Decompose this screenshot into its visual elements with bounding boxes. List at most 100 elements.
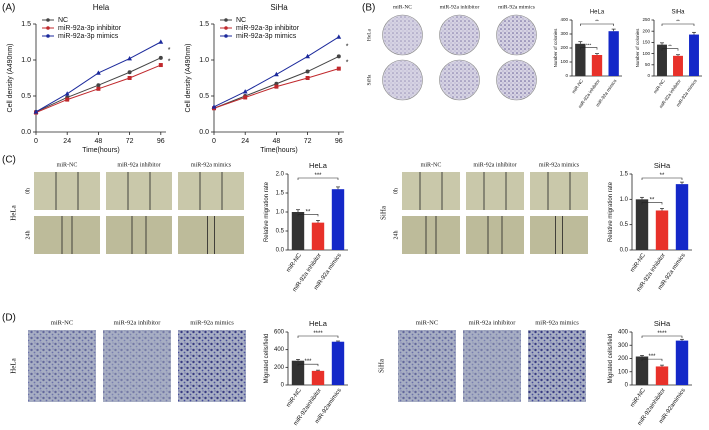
significance-bracket: [661, 48, 679, 51]
colony-texture: [497, 61, 536, 99]
panel-label: (C): [2, 155, 16, 166]
cell-line-label: SiHa: [378, 358, 386, 373]
y-tick-label: 400: [560, 17, 568, 22]
scratch-image: [106, 172, 172, 210]
significance: **: [676, 19, 680, 24]
chart-title: HeLa: [590, 10, 605, 16]
marker: [96, 83, 101, 88]
scratch-image: [402, 172, 460, 210]
legend-label: miR-92a-3p inhibitor: [236, 25, 300, 32]
significance: ***: [314, 173, 322, 179]
y-axis-label: Number of colonies: [635, 28, 640, 68]
column-header: miR-92a inhibitor: [440, 4, 480, 10]
y-tick-label: 100: [618, 369, 629, 375]
y-tick-label: 400: [618, 330, 629, 336]
y-tick-label: 200: [642, 28, 650, 33]
significance-bracket: [580, 47, 598, 50]
chart-title: HeLa: [309, 161, 328, 170]
legend-marker: [46, 26, 50, 30]
significance: **: [650, 198, 655, 204]
y-tick-label: 400: [274, 347, 285, 353]
panel-label: (B): [362, 3, 375, 14]
legend-label: NC: [58, 17, 68, 24]
colony-texture: [383, 61, 422, 99]
column-header: miR-92a mimics: [539, 162, 580, 168]
y-tick-label: 1.0: [199, 57, 209, 64]
panel-label: (D): [2, 313, 16, 324]
marker: [305, 53, 310, 59]
x-tick-label: 72: [126, 138, 134, 145]
y-tick-label: 300: [618, 343, 629, 349]
y-tick-label: 200: [274, 365, 285, 371]
y-tick-label: 0.0: [199, 129, 209, 136]
column-header: miR-NC: [393, 4, 412, 10]
bar: [575, 43, 586, 76]
scratch-image: [178, 172, 244, 210]
column-header: miR-92a mimics: [498, 4, 535, 10]
bar: [591, 55, 603, 76]
significance: **: [306, 209, 311, 215]
legend-marker: [224, 26, 228, 30]
column-header: miR-NC: [421, 162, 442, 168]
y-tick-label: 600: [274, 330, 285, 336]
y-axis-label: Relative migration rate: [264, 181, 270, 242]
y-tick-label: 1.5: [199, 21, 209, 28]
significance: ***: [586, 42, 592, 47]
cell-line-label: HeLa: [10, 357, 18, 373]
y-tick-label: 1.5: [620, 172, 629, 178]
panel-label: (A): [2, 3, 15, 14]
scratch-image: [402, 216, 460, 254]
bar: [635, 356, 649, 385]
x-tick-label: miR-NC: [630, 387, 648, 408]
y-tick-label: 1.0: [21, 57, 31, 64]
bar: [311, 222, 325, 250]
significance: *: [346, 59, 349, 66]
y-tick-label: 200: [560, 45, 568, 50]
significance-bracket: [580, 23, 614, 26]
scratch-image: [34, 172, 100, 210]
chart-title: Hela: [93, 3, 110, 12]
y-tick-label: 50: [645, 62, 651, 67]
significance: *: [346, 44, 349, 51]
bar: [655, 210, 669, 250]
x-tick-label: 48: [273, 138, 281, 145]
row-label: 24h: [25, 231, 31, 240]
bar: [689, 34, 699, 76]
x-axis-label: Time(hours): [260, 147, 297, 154]
y-tick-label: 0: [281, 383, 285, 389]
cell-line-label: HeLa: [10, 204, 18, 220]
column-header: miR-92a mimics: [190, 319, 234, 326]
scratch-image: [530, 216, 588, 254]
legend-marker: [46, 18, 50, 22]
column-header: miR-NC: [57, 162, 78, 168]
y-tick-label: 250: [642, 17, 650, 22]
significance-bracket: [297, 177, 339, 180]
x-tick-label: 72: [304, 138, 312, 145]
marker: [336, 54, 341, 59]
legend-marker: [224, 18, 228, 22]
x-tick-label: miR-NC: [653, 78, 667, 95]
legend-label: NC: [236, 17, 246, 24]
significance: ***: [304, 359, 312, 365]
x-tick-label: 96: [335, 138, 343, 145]
chart-title: SiHa: [654, 161, 671, 170]
scratch-image: [34, 216, 100, 254]
column-header: miR-NC: [416, 319, 438, 326]
marker: [33, 109, 39, 114]
significance-bracket: [641, 177, 683, 180]
scratch-image: [466, 172, 524, 210]
y-tick-label: 300: [560, 31, 568, 36]
y-axis-label: Migrated cells/field: [264, 334, 270, 384]
invasion-texture: [103, 330, 171, 402]
legend-label: miR-92a-3p inhibitor: [58, 25, 122, 32]
y-tick-label: 200: [618, 356, 629, 362]
significance: ****: [657, 331, 667, 337]
significance-bracket: [641, 358, 663, 362]
marker: [336, 34, 342, 39]
bar: [291, 212, 305, 250]
marker: [127, 70, 132, 75]
legend-label: miR-92a-3p mimics: [236, 33, 297, 40]
invasion-texture: [28, 330, 96, 402]
marker: [158, 63, 163, 68]
